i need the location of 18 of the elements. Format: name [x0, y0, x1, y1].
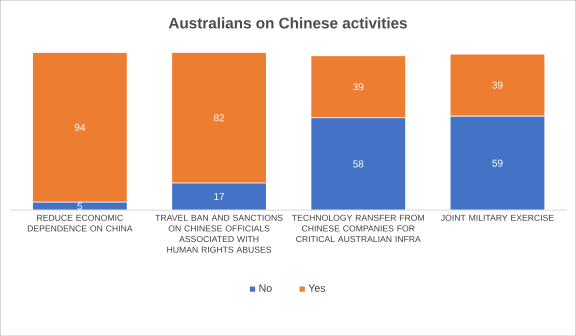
data-label: 82 — [214, 114, 224, 122]
data-label: 59 — [492, 159, 503, 167]
x-tick-label: TRAVEL BAN AND SANCTIONS ON CHINESE OFFICIALS ASSOCIATED WITH HUMAN RIGHTS ABUSES — [155, 214, 283, 253]
data-label: 94 — [74, 124, 86, 131]
x-tick-label: TECHNOLOGY RANSFER FROM CHINESE COMPANIES FOR CRITICAL AUSTRALIAN INFRA — [292, 214, 424, 242]
legend-label: No — [259, 284, 272, 292]
data-label: 58 — [353, 160, 364, 168]
x-tick-label: REDUCE ECONOMIC DEPENDENCE ON CHINA — [28, 214, 133, 232]
bar — [310, 117, 406, 210]
data-label: 39 — [353, 83, 364, 90]
data-label: 17 — [214, 193, 224, 200]
x-tick-label: JOINT MILITARY EXERCISE — [440, 214, 554, 221]
bar — [450, 116, 546, 210]
legend-label: Yes — [308, 284, 326, 292]
chart-title: Australians on Chinese activities — [168, 17, 407, 28]
data-label: 5 — [77, 202, 82, 210]
data-label: 39 — [492, 82, 503, 89]
bar — [171, 182, 267, 210]
